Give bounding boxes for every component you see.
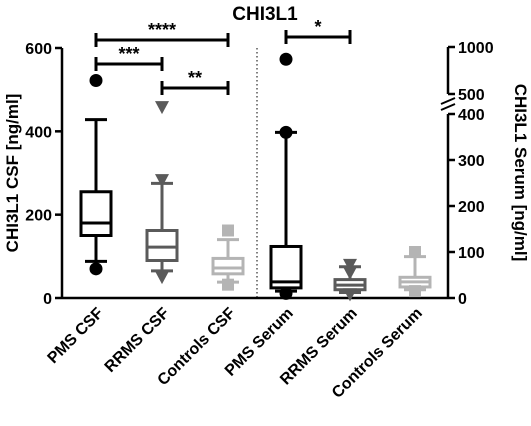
outlier-point — [222, 224, 234, 237]
outlier-point — [409, 285, 421, 298]
significance-label: * — [314, 17, 321, 37]
box-iqr — [145, 229, 179, 262]
outlier-point — [89, 262, 103, 276]
right-axis-tick-label: 1000 — [458, 40, 494, 57]
right-axis-tick-label: 100 — [458, 245, 485, 262]
outlier-point — [279, 286, 293, 300]
box-iqr — [79, 190, 113, 237]
right-axis-tick-label: 500 — [458, 87, 485, 104]
outlier-point — [222, 278, 234, 291]
left-axis-tick-label: 400 — [25, 124, 52, 141]
outlier-point — [343, 258, 357, 272]
outlier-point — [89, 74, 103, 87]
x-axis-category-label: PMS CSF — [45, 305, 107, 367]
outlier-point — [155, 270, 169, 284]
outlier-point — [409, 246, 421, 258]
chart-title: CHI3L1 — [232, 4, 298, 25]
left-axis-tick-label: 0 — [43, 291, 52, 308]
outlier-point — [343, 266, 357, 280]
right-axis-tick-label: 0 — [458, 291, 467, 308]
box-iqr — [211, 256, 245, 276]
right-axis-label: CHI3L1 Serum [ng/ml] — [511, 84, 530, 262]
outlier-point — [279, 52, 293, 66]
right-axis-tick-label: 300 — [458, 153, 485, 170]
outlier-point — [155, 174, 169, 188]
left-axis-label: CHI3L1 CSF [ng/ml] — [3, 94, 22, 253]
right-axis-tick-label: 200 — [458, 199, 485, 216]
right-axis-break-mark — [440, 97, 456, 105]
left-axis-tick-label: 600 — [25, 41, 52, 58]
left-axis-tick-label: 200 — [25, 208, 52, 225]
significance-label: ** — [188, 68, 202, 88]
significance-label: **** — [148, 20, 176, 40]
outlier-point — [279, 125, 293, 139]
x-axis-category-label: RRMS CSF — [102, 305, 173, 376]
right-axis-tick-label: 400 — [458, 107, 485, 124]
outlier-point — [155, 101, 169, 115]
outlier-point — [343, 288, 357, 302]
right-axis-break-mark — [440, 103, 456, 111]
significance-label: *** — [118, 44, 139, 64]
